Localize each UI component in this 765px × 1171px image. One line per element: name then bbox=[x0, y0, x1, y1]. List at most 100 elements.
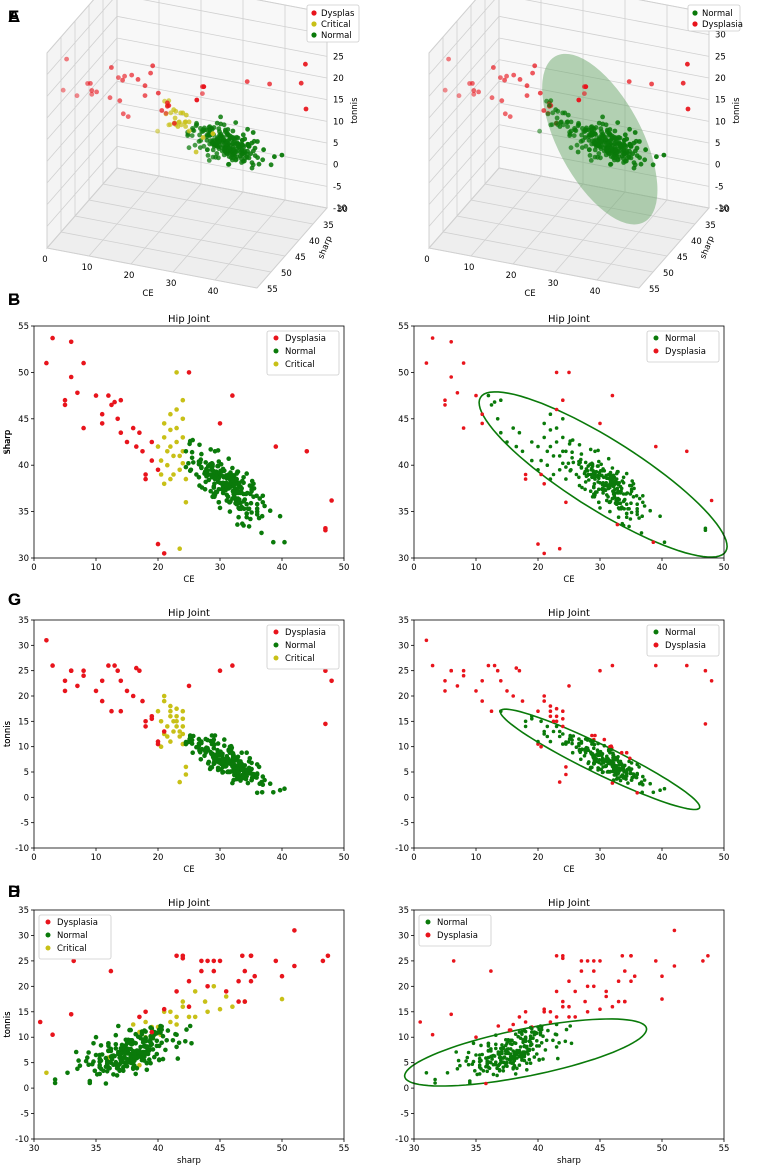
data-point-normal bbox=[598, 753, 602, 757]
x-tick-label: 30 bbox=[595, 853, 606, 863]
data-point-dysplasia bbox=[491, 65, 496, 70]
data-point-dysplasia bbox=[107, 95, 113, 101]
data-point-critical bbox=[130, 1022, 136, 1027]
data-point-normal bbox=[213, 142, 219, 147]
data-point-normal bbox=[83, 1058, 89, 1064]
legend-label: Critical bbox=[57, 944, 87, 954]
data-point-critical bbox=[171, 453, 176, 459]
y-tick-label: 0 bbox=[24, 1084, 29, 1094]
data-point-normal bbox=[591, 139, 597, 144]
data-point-normal bbox=[624, 511, 629, 516]
z-axis-label: tonnis bbox=[350, 97, 360, 124]
data-point-critical bbox=[183, 476, 189, 482]
data-point-dysplasia bbox=[109, 65, 114, 70]
data-point-dysplasia bbox=[579, 969, 584, 973]
data-point-normal bbox=[583, 469, 587, 474]
data-point-normal bbox=[227, 748, 232, 753]
x-tick-label: 30 bbox=[29, 1144, 40, 1154]
data-point-normal bbox=[537, 128, 542, 134]
data-point-normal bbox=[489, 1047, 493, 1051]
data-point-normal bbox=[494, 1062, 498, 1067]
data-point-dysplasia bbox=[585, 984, 590, 989]
data-point-normal bbox=[240, 767, 245, 773]
data-point-critical bbox=[180, 999, 186, 1004]
y-axis-label: tonnis bbox=[3, 1011, 13, 1038]
data-point-normal bbox=[623, 497, 627, 502]
data-point-normal bbox=[248, 500, 254, 506]
x-tick-label: 30 bbox=[215, 853, 226, 863]
x-tick-label: 20 bbox=[533, 563, 544, 573]
data-point-dysplasia bbox=[109, 402, 114, 408]
data-point-normal bbox=[629, 510, 634, 515]
data-point-critical bbox=[165, 724, 170, 729]
data-point-normal bbox=[186, 461, 191, 466]
z-tick-label: 25 bbox=[715, 52, 726, 62]
data-point-normal bbox=[479, 1058, 483, 1063]
data-point-dysplasia bbox=[539, 472, 543, 477]
data-point-normal bbox=[539, 458, 543, 463]
legend-label: Normal bbox=[437, 918, 468, 928]
y-tick-label: 45 bbox=[398, 415, 409, 425]
data-point-normal bbox=[93, 1052, 99, 1058]
legend-marker-critical bbox=[311, 21, 317, 27]
y-tick-label: 20 bbox=[18, 692, 29, 702]
data-point-dysplasia bbox=[292, 928, 297, 933]
data-point-normal bbox=[627, 126, 632, 132]
grid-line bbox=[46, 0, 328, 75]
data-point-dysplasia bbox=[89, 88, 95, 93]
data-point-dysplasia bbox=[537, 90, 543, 96]
data-point-critical bbox=[183, 764, 189, 770]
y-tick-label: 45 bbox=[18, 415, 29, 425]
y-tick-label: 35 bbox=[705, 221, 716, 231]
data-point-normal bbox=[570, 738, 574, 742]
data-point-dysplasia bbox=[148, 70, 154, 76]
data-point-normal bbox=[184, 1027, 189, 1032]
data-point-normal bbox=[456, 1058, 461, 1063]
data-point-normal bbox=[511, 426, 515, 430]
data-point-normal bbox=[208, 488, 213, 494]
data-point-normal bbox=[267, 781, 273, 786]
data-point-normal bbox=[614, 477, 619, 481]
data-point-normal bbox=[215, 741, 221, 746]
z-tick-label: 5 bbox=[715, 139, 720, 149]
data-point-normal bbox=[473, 1069, 477, 1073]
data-point-normal bbox=[565, 119, 570, 125]
data-point-normal bbox=[616, 776, 621, 780]
data-point-dysplasia bbox=[585, 959, 590, 963]
data-point-normal bbox=[173, 1031, 178, 1037]
data-point-normal bbox=[494, 1060, 498, 1064]
data-point-normal bbox=[497, 1069, 502, 1073]
y-tick-label: 5 bbox=[24, 768, 29, 778]
data-point-normal bbox=[593, 449, 597, 454]
data-point-normal bbox=[256, 161, 262, 167]
data-point-normal bbox=[612, 155, 618, 161]
data-point-dysplasia bbox=[129, 72, 135, 78]
data-point-normal bbox=[209, 139, 215, 144]
data-point-normal bbox=[617, 497, 621, 502]
data-point-normal bbox=[527, 1057, 532, 1062]
data-point-normal bbox=[557, 454, 562, 458]
boundary-ellipse bbox=[478, 391, 728, 558]
data-point-dysplasia bbox=[442, 87, 448, 93]
y-axis-label: sharp bbox=[3, 430, 13, 454]
data-point-normal bbox=[249, 766, 254, 772]
legend-label: Normal bbox=[321, 31, 352, 41]
data-point-normal bbox=[464, 1059, 468, 1063]
data-point-dysplasia bbox=[461, 361, 466, 365]
x-tick-label: 50 bbox=[339, 563, 350, 573]
data-point-normal bbox=[513, 1032, 518, 1036]
data-point-normal bbox=[612, 495, 617, 499]
data-point-normal bbox=[424, 1071, 429, 1075]
data-point-dysplasia bbox=[62, 397, 68, 403]
data-point-normal bbox=[252, 153, 258, 159]
data-point-normal bbox=[634, 153, 640, 159]
legend-box bbox=[38, 914, 112, 960]
data-point-normal bbox=[204, 137, 210, 143]
data-point-normal bbox=[183, 464, 189, 470]
data-point-dysplasia bbox=[449, 1012, 454, 1017]
data-point-normal bbox=[214, 489, 220, 495]
data-point-normal bbox=[594, 474, 599, 479]
y-tick-label: -5 bbox=[21, 1110, 29, 1120]
data-point-normal bbox=[627, 524, 631, 529]
